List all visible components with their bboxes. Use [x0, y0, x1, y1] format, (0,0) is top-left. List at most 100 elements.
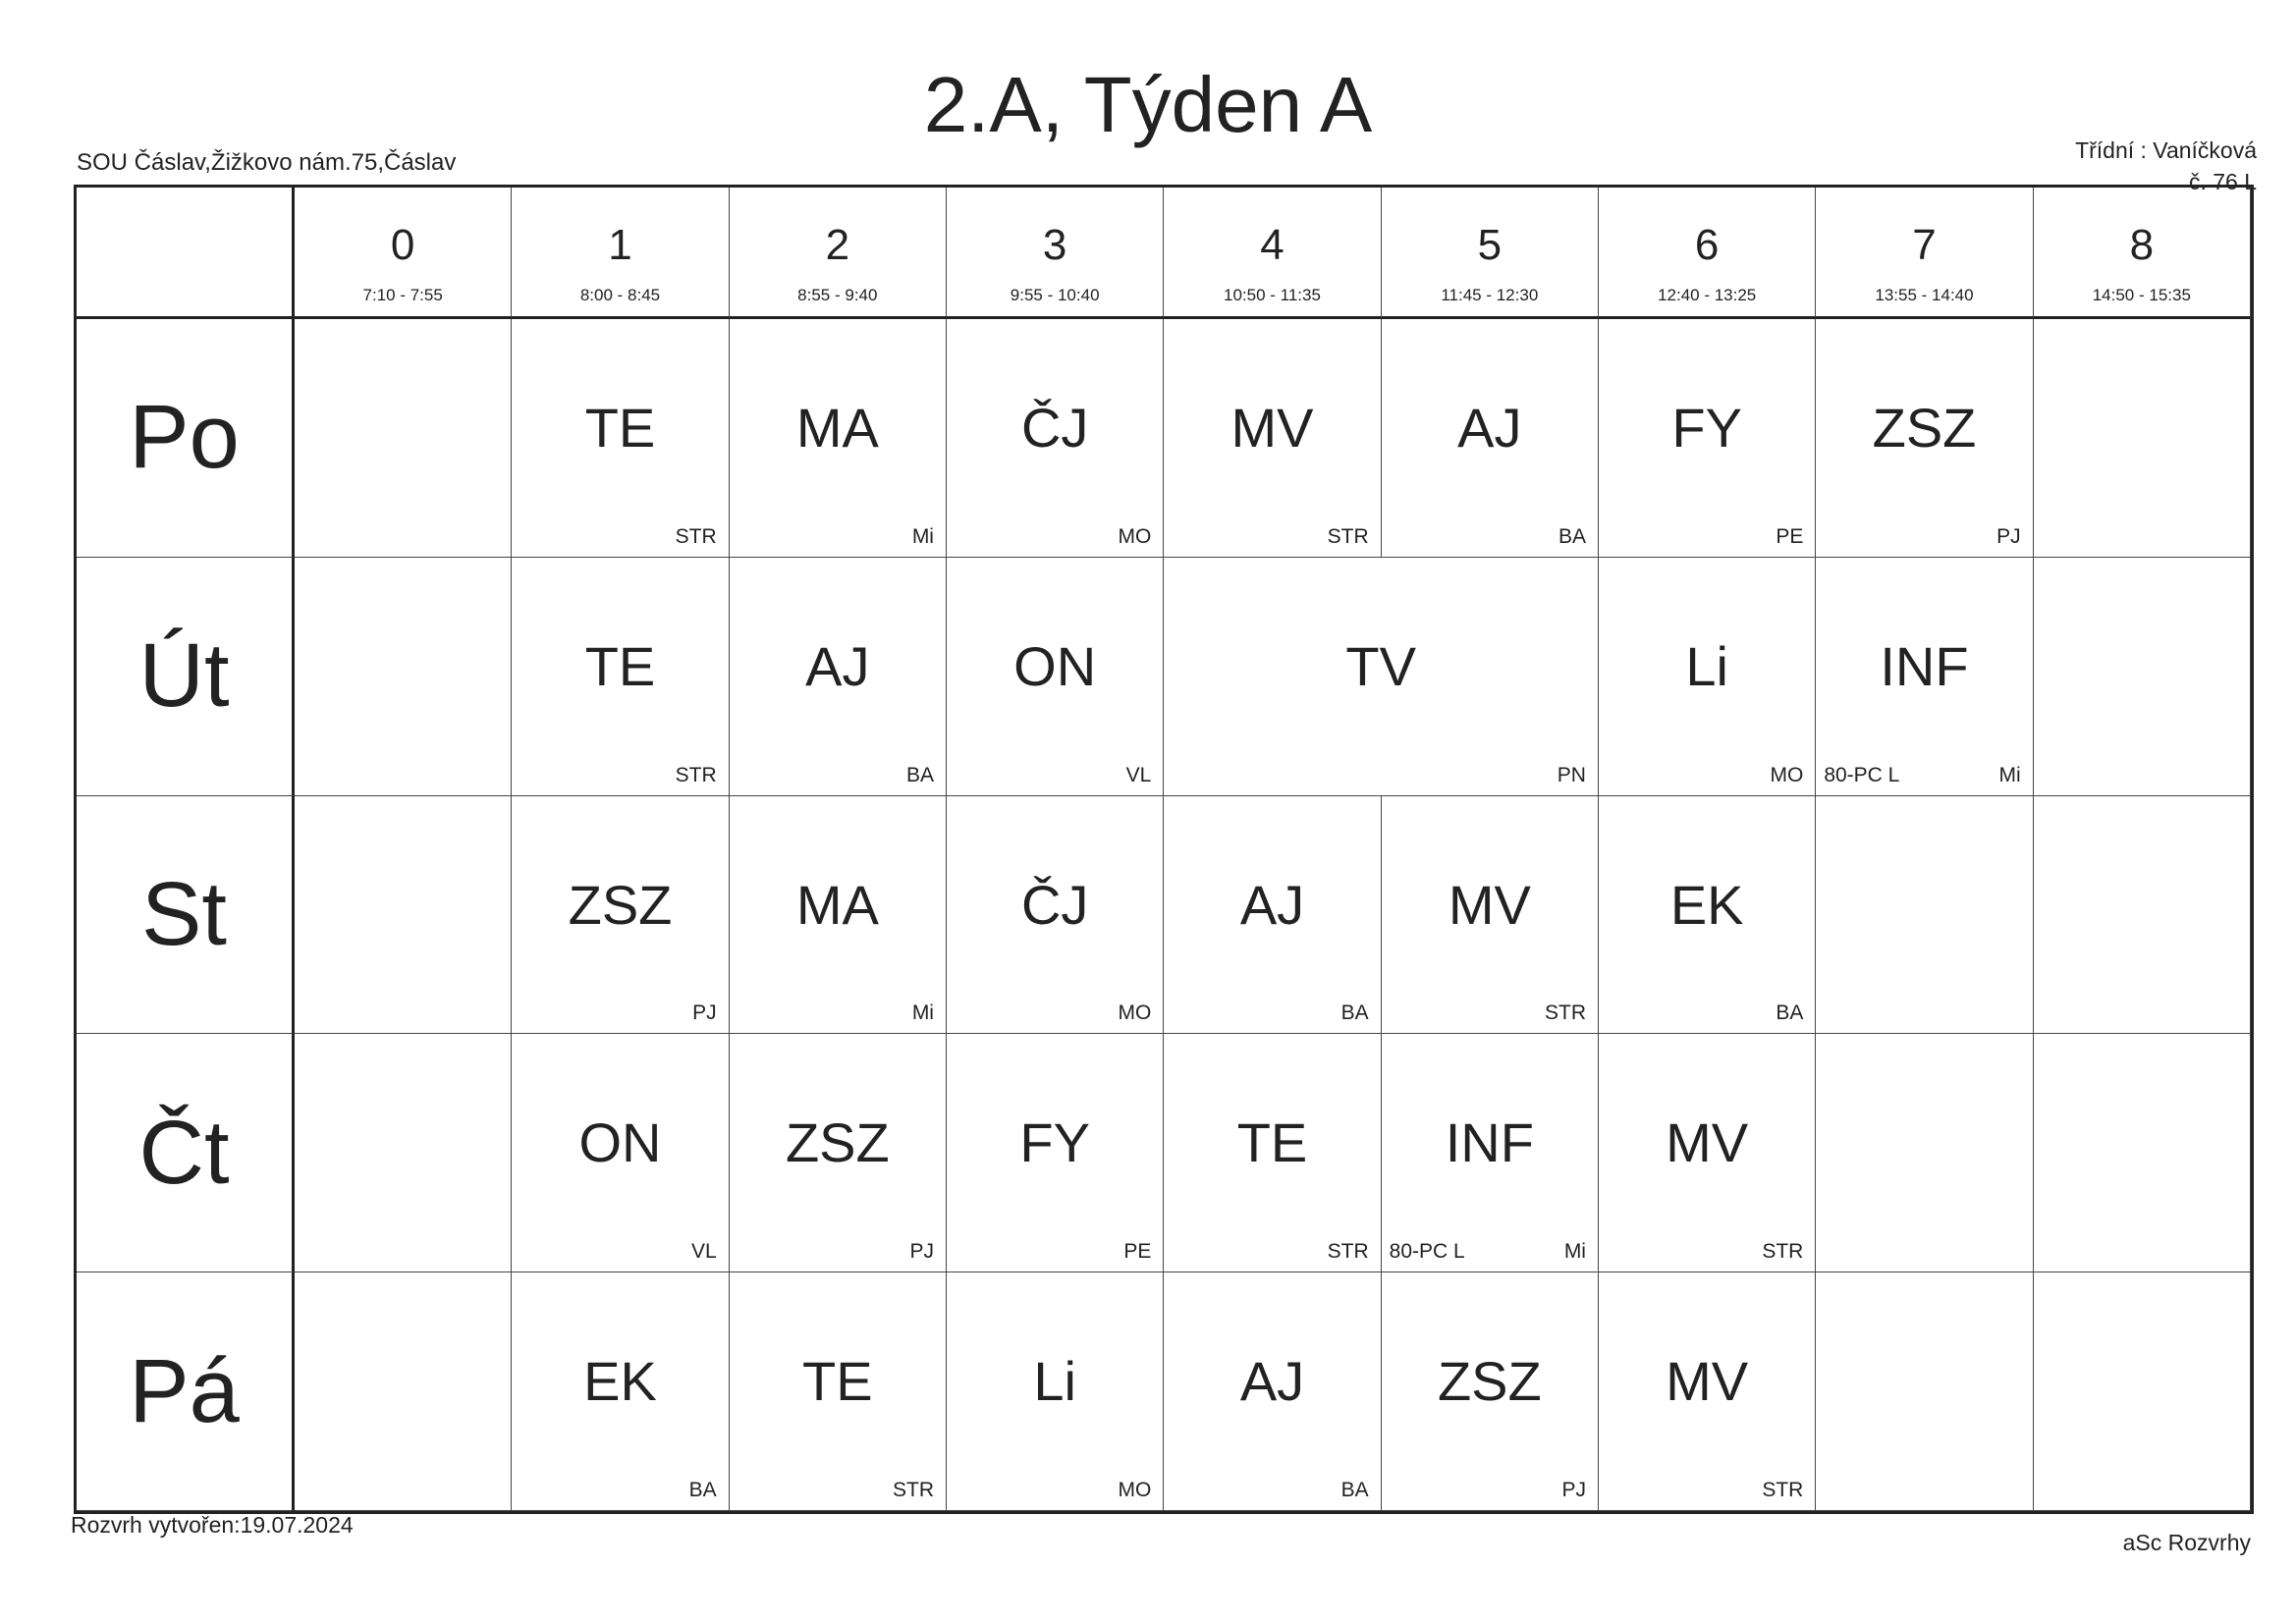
timetable: 0 7:10 - 7:55 1 8:00 - 8:45 2 8:55 - 9:40 3 9:5… [74, 185, 2254, 1514]
lesson-cell: ON VL [947, 557, 1165, 796]
subject: Li [1685, 634, 1728, 697]
lesson-cell: INF Mi 80-PC L [1816, 557, 2034, 796]
teacher: STR [675, 524, 717, 548]
teacher: MO [1118, 524, 1152, 548]
teacher: BA [1340, 1478, 1369, 1501]
empty-cell [295, 319, 513, 558]
teacher: STR [1762, 1478, 1804, 1501]
subject: INF [1880, 634, 1969, 697]
subject: FY [1019, 1111, 1090, 1174]
teacher: STR [1762, 1240, 1804, 1264]
subject: ZSZ [1437, 1350, 1542, 1413]
subject: ZSZ [1872, 397, 1977, 459]
lesson-cell: MV STR [1599, 1272, 1817, 1511]
lesson-room: 80-PC L [1824, 763, 1900, 786]
lesson-cell: MV STR [1381, 795, 1599, 1035]
subject: TE [802, 1350, 873, 1413]
subject: AJ [1239, 1350, 1305, 1413]
title: 2.A, Týden A [923, 61, 1373, 148]
teacher: PE [1776, 524, 1804, 548]
teacher: PN [1557, 763, 1586, 786]
teacher: BA [688, 1478, 717, 1501]
lesson-cell: ON VL [512, 1034, 730, 1273]
teacher: VL [1125, 763, 1152, 786]
lesson-cell: AJ BA [1164, 1272, 1382, 1511]
lesson-cell: Li MO [1599, 557, 1817, 796]
day-name: Pá [129, 1340, 240, 1441]
teacher: Mi [911, 524, 934, 548]
period-header: 5 11:45 - 12:30 [1381, 188, 1599, 319]
subject: EK [583, 1350, 657, 1413]
period-header: 6 12:40 - 13:25 [1599, 188, 1817, 319]
period-time: 14:50 - 15:35 [2092, 286, 2191, 304]
empty-cell [295, 795, 513, 1035]
teacher: PJ [692, 1001, 717, 1025]
lesson-cell: MV STR [1599, 1034, 1817, 1273]
day-cell: Čt [77, 1034, 295, 1273]
empty-cell [295, 1272, 513, 1511]
empty-cell [2033, 319, 2251, 558]
teacher: STR [675, 763, 717, 786]
lesson-cell: FY PE [1599, 319, 1817, 558]
period-header: 8 14:50 - 15:35 [2033, 188, 2251, 319]
subject: MV [1448, 873, 1531, 936]
subject: TE [584, 634, 656, 697]
day-name: Po [129, 387, 240, 488]
teacher: BA [905, 763, 934, 786]
teacher: PJ [1561, 1478, 1586, 1501]
period-header: 4 10:50 - 11:35 [1164, 188, 1382, 319]
empty-cell [295, 557, 513, 796]
lesson-cell: FY PE [947, 1034, 1165, 1273]
period-header: 3 9:55 - 10:40 [947, 188, 1165, 319]
lesson-cell: AJ BA [729, 557, 947, 796]
lesson-cell: AJ BA [1164, 795, 1382, 1035]
teacher: Mi [1998, 763, 2021, 786]
day-name: Čt [138, 1102, 230, 1203]
subject: INF [1445, 1111, 1534, 1174]
teacher: STR [1327, 1240, 1369, 1264]
day-cell: Út [77, 557, 295, 796]
teacher: Mi [1563, 1240, 1586, 1264]
period-time: 8:00 - 8:45 [579, 286, 661, 304]
lesson-cell: ZSZ PJ [1816, 319, 2034, 558]
room: č. 76 L [2188, 169, 2257, 194]
subject: ON [578, 1111, 662, 1174]
period-time: 8:55 - 9:40 [797, 286, 878, 304]
lesson-cell: MA Mi [729, 795, 947, 1035]
day-name: St [141, 863, 227, 964]
teacher: STR [1544, 1001, 1586, 1025]
subject: TV [1345, 634, 1416, 697]
empty-cell [1816, 1272, 2034, 1511]
lesson-cell: EK BA [1599, 795, 1817, 1035]
subject: ZSZ [568, 873, 673, 936]
empty-cell [2033, 795, 2251, 1035]
subject: MV [1666, 1350, 1749, 1413]
subject: TE [1236, 1111, 1308, 1174]
teacher: STR [892, 1478, 934, 1501]
subject: AJ [1239, 873, 1305, 936]
lesson-cell: ZSZ PJ [729, 1034, 947, 1273]
teacher: PE [1123, 1240, 1152, 1264]
lesson-cell: ZSZ PJ [512, 795, 730, 1035]
lesson-cell: Li MO [947, 1272, 1165, 1511]
teacher: MO [1118, 1478, 1152, 1501]
lesson-cell: TE STR [512, 319, 730, 558]
school: SOU Čáslav,Žižkovo nám.75,Čáslav [77, 149, 457, 176]
period-number: 3 [1042, 221, 1067, 269]
lesson-cell: ZSZ PJ [1381, 1272, 1599, 1511]
subject: AJ [1457, 397, 1522, 459]
subject: TE [584, 397, 656, 459]
subject: MA [795, 397, 879, 459]
period-time: 13:55 - 14:40 [1875, 286, 1974, 304]
period-header: 7 13:55 - 14:40 [1816, 188, 2034, 319]
period-header: 2 8:55 - 9:40 [729, 188, 947, 319]
period-number: 5 [1477, 221, 1503, 269]
teacher: PJ [1996, 524, 2021, 548]
empty-cell [1816, 1034, 2034, 1273]
period-number: 1 [608, 221, 632, 269]
teacher: BA [1776, 1001, 1804, 1025]
empty-cell [295, 1034, 513, 1273]
subject: Li [1033, 1350, 1076, 1413]
subject: ČJ [1020, 397, 1089, 459]
lesson-cell: TV PN [1164, 557, 1599, 796]
